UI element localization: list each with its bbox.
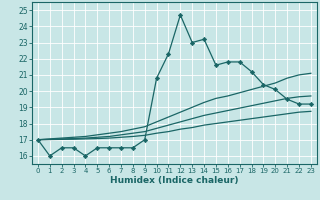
- X-axis label: Humidex (Indice chaleur): Humidex (Indice chaleur): [110, 176, 239, 185]
